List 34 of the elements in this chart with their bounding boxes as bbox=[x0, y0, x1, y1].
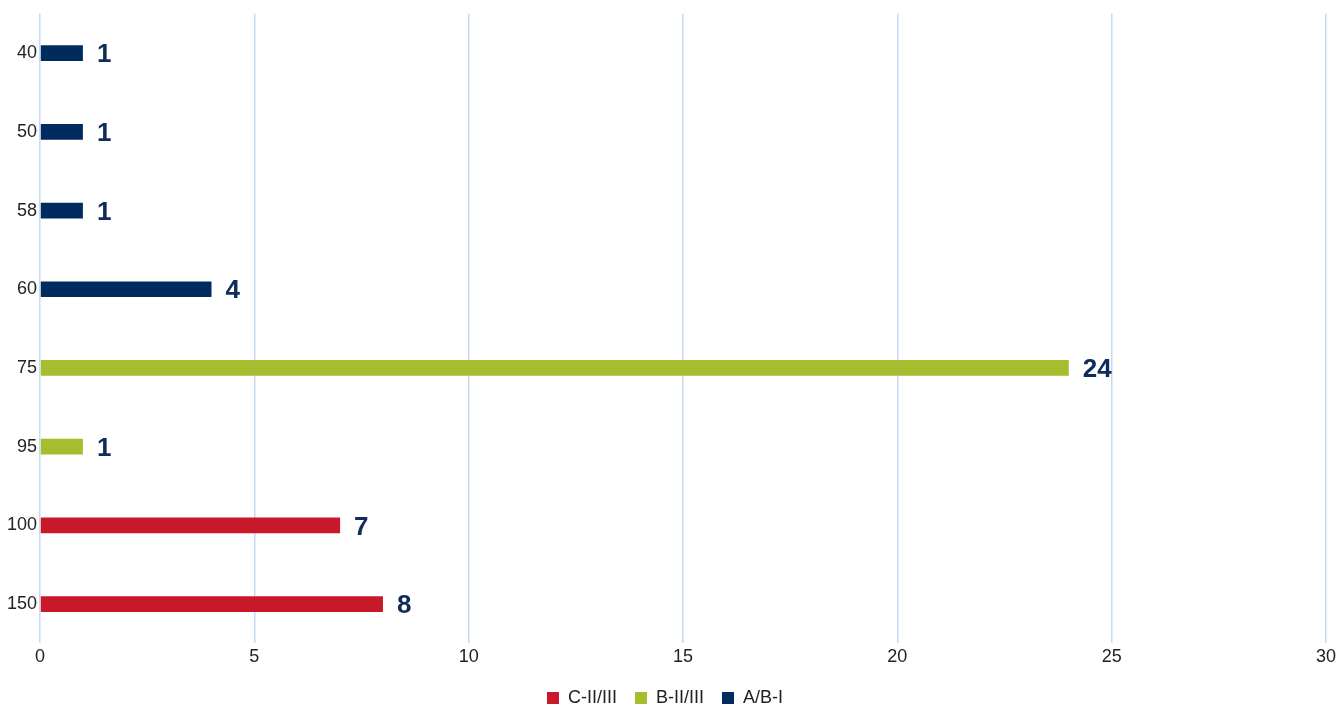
legend-label: A/B-I bbox=[743, 686, 784, 707]
data-label: 8 bbox=[396, 589, 412, 620]
data-label: 1 bbox=[96, 117, 112, 148]
y-tick-label: 50 bbox=[17, 120, 38, 141]
data-label: 1 bbox=[96, 195, 112, 226]
x-tick-label: 5 bbox=[249, 646, 260, 667]
bar bbox=[40, 123, 83, 140]
data-label: 4 bbox=[225, 274, 241, 305]
y-tick-label: 58 bbox=[17, 199, 38, 220]
bar bbox=[40, 596, 383, 612]
y-tick-label: 100 bbox=[6, 514, 38, 535]
legend-label: C-II/III bbox=[567, 686, 617, 707]
y-tick-label: 75 bbox=[17, 356, 38, 377]
x-tick-label: 10 bbox=[458, 646, 479, 667]
x-tick-label: 25 bbox=[1101, 646, 1122, 667]
bar bbox=[40, 45, 83, 62]
data-label: 1 bbox=[96, 38, 112, 69]
x-tick-label: 0 bbox=[35, 646, 46, 667]
y-tick-label: 60 bbox=[17, 278, 38, 299]
y-tick-label: 150 bbox=[6, 593, 38, 614]
y-tick-label: 40 bbox=[17, 42, 38, 63]
bar bbox=[40, 517, 341, 534]
data-label: 24 bbox=[1082, 353, 1113, 384]
x-tick-label: 15 bbox=[673, 646, 694, 667]
bar bbox=[40, 360, 1069, 376]
x-tick-label: 20 bbox=[887, 646, 908, 667]
bar bbox=[40, 438, 83, 455]
x-tick-label: 30 bbox=[1315, 646, 1337, 667]
data-label: 1 bbox=[96, 431, 112, 462]
legend-label: B-II/III bbox=[655, 686, 705, 707]
bar bbox=[40, 202, 83, 219]
data-label: 7 bbox=[354, 510, 369, 541]
y-tick-label: 95 bbox=[17, 435, 38, 456]
bar bbox=[40, 281, 212, 298]
